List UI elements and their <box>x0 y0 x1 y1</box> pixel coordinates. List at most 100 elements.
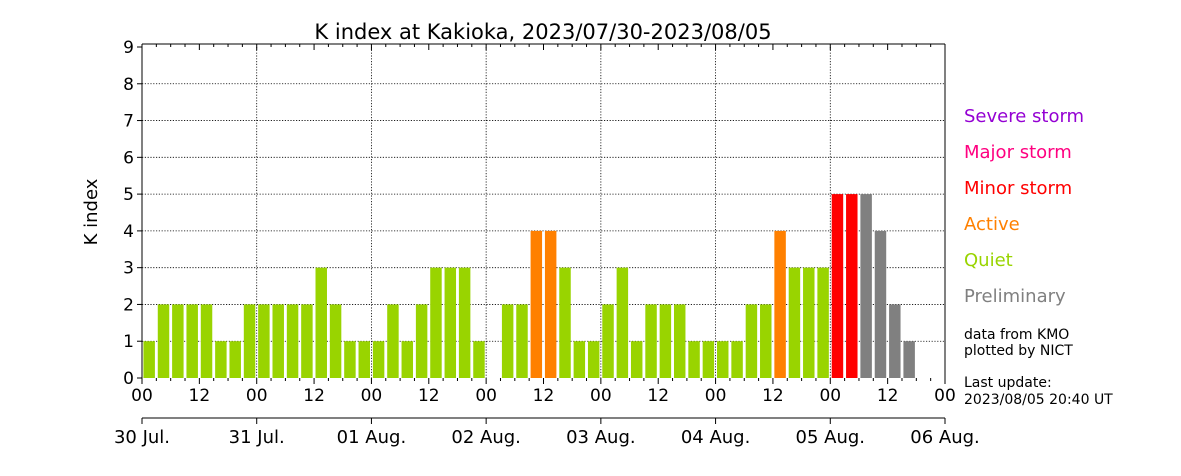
k-index-bar <box>372 341 385 378</box>
k-index-bar <box>544 230 557 378</box>
k-index-bar <box>329 304 342 378</box>
k-index-bar <box>315 267 327 378</box>
source-note: data from KMO <box>964 327 1069 343</box>
y-tick-label: 6 <box>123 148 134 168</box>
k-index-bar <box>602 304 614 378</box>
k-index-bar <box>673 304 686 378</box>
x-hour-label: 12 <box>647 386 669 406</box>
k-index-bar <box>229 341 241 378</box>
x-hour-label: 00 <box>246 386 268 406</box>
x-hour-label: 00 <box>705 386 727 406</box>
k-index-bar <box>616 267 629 378</box>
y-tick-label: 3 <box>123 259 134 279</box>
date-label: 30 Jul. <box>114 427 170 448</box>
x-hour-label: 12 <box>877 386 899 406</box>
date-label: 06 Aug. <box>910 427 980 448</box>
k-index-bar <box>874 230 887 378</box>
x-hour-label: 00 <box>590 386 612 406</box>
y-tick-label: 9 <box>123 38 134 58</box>
k-index-bar <box>243 304 256 378</box>
x-hour-label: 00 <box>934 386 956 406</box>
y-tick-label: 1 <box>123 332 134 352</box>
k-index-bar <box>344 341 356 378</box>
k-index-bar <box>702 341 715 378</box>
k-index-bar <box>717 341 729 378</box>
update-label: Last update: <box>964 375 1052 391</box>
k-index-bar <box>530 230 543 378</box>
k-index-bar <box>200 304 213 378</box>
k-index-bar <box>659 304 672 378</box>
k-index-bar <box>186 304 198 378</box>
k-index-bar <box>172 304 184 378</box>
legend-p: Preliminary <box>964 286 1066 307</box>
k-index-bar <box>731 341 743 378</box>
k-index-bar <box>745 304 758 378</box>
y-tick-label: 2 <box>123 295 134 315</box>
k-index-bar <box>415 304 428 378</box>
k-index-bar <box>688 341 700 378</box>
x-hour-label: 00 <box>131 386 153 406</box>
data-notes: data from KMO plotted by NICT Last updat… <box>964 327 1113 408</box>
date-label: 05 Aug. <box>796 427 866 448</box>
k-index-bar <box>286 304 299 378</box>
k-index-bar <box>387 304 399 378</box>
k-index-bar <box>817 267 829 378</box>
chart-title: K index at Kakioka, 2023/07/30-2023/08/0… <box>314 20 771 44</box>
k-index-bar <box>143 341 155 378</box>
k-index-bar <box>401 341 414 378</box>
x-hour-label: 00 <box>361 386 383 406</box>
y-tick-label: 5 <box>123 185 134 205</box>
legend-mn: Minor storm <box>964 178 1072 199</box>
bars <box>143 194 915 378</box>
k-index-bar <box>458 267 471 378</box>
k-index-bar <box>645 304 657 378</box>
k-index-bar <box>501 304 514 378</box>
y-tick-label: 7 <box>123 112 134 132</box>
k-index-bar <box>903 341 915 378</box>
x-hour-label: 12 <box>762 386 784 406</box>
y-tick-label: 0 <box>123 369 134 389</box>
x-hour-label: 12 <box>533 386 555 406</box>
k-index-bar <box>272 304 284 378</box>
date-label: 03 Aug. <box>566 427 636 448</box>
legend-q: Quiet <box>964 250 1013 271</box>
k-index-bar <box>157 304 170 378</box>
k-index-bar <box>573 341 586 378</box>
x-hour-label: 12 <box>303 386 325 406</box>
k-index-bar <box>889 304 901 378</box>
date-label: 02 Aug. <box>451 427 521 448</box>
k-index-bar <box>559 267 571 378</box>
k-index-bar <box>587 341 600 378</box>
x-hour-label: 00 <box>475 386 497 406</box>
plotted-note: plotted by NICT <box>964 343 1073 359</box>
k-index-bar <box>860 194 872 378</box>
y-tick-label: 8 <box>123 75 134 95</box>
x-hour-label: 12 <box>189 386 211 406</box>
k-index-bar <box>215 341 227 378</box>
k-index-bar <box>473 341 485 378</box>
k-index-bar <box>846 194 858 378</box>
k-index-bar <box>774 230 786 378</box>
k-index-bar <box>258 304 270 378</box>
x-hour-label: 12 <box>418 386 440 406</box>
legend-mj: Major storm <box>964 142 1072 163</box>
k-index-bar <box>630 341 643 378</box>
y-axis-label: K index <box>81 178 102 245</box>
legend: Severe storm Major storm Minor storm Active… <box>964 106 1084 307</box>
y-tick-label: 4 <box>123 222 134 242</box>
k-index-bar <box>358 341 370 378</box>
legend-sv: Severe storm <box>964 106 1084 127</box>
grid <box>142 47 945 378</box>
date-label: 01 Aug. <box>337 427 407 448</box>
k-index-bar <box>516 304 528 378</box>
update-time: 2023/08/05 20:40 UT <box>964 392 1113 408</box>
k-index-bar <box>803 267 815 378</box>
x-hour-label: 00 <box>819 386 841 406</box>
k-index-bar <box>430 267 442 378</box>
legend-a: Active <box>964 214 1020 235</box>
date-label: 04 Aug. <box>681 427 751 448</box>
k-index-bar <box>760 304 772 378</box>
